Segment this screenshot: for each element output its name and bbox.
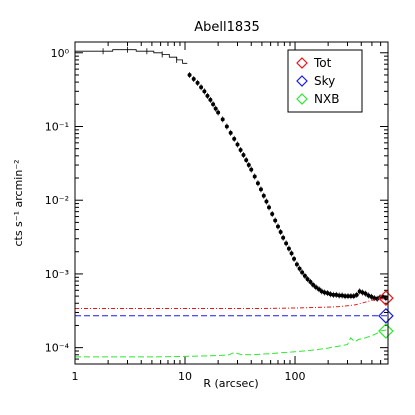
- data-point: [191, 77, 196, 82]
- data-point: [348, 294, 353, 299]
- x-tick-label: 1: [72, 370, 79, 383]
- data-point: [235, 142, 240, 147]
- data-point: [337, 293, 342, 298]
- data-point: [275, 224, 280, 229]
- series-line-nxb: [75, 329, 389, 358]
- data-point: [267, 205, 272, 210]
- data-point: [343, 294, 348, 299]
- data-point: [232, 136, 237, 141]
- axis-ticks: 1 10 100 10⁰ 10⁻¹ 10⁻² 10⁻³ 10⁻⁴: [45, 42, 389, 383]
- data-point: [331, 292, 336, 297]
- y-tick-label: 10⁻¹: [45, 120, 69, 133]
- y-tick-label: 10⁻³: [45, 268, 69, 281]
- data-point: [270, 212, 275, 217]
- x-tick-label: 100: [285, 370, 306, 383]
- data-point: [241, 153, 246, 158]
- data-point: [322, 290, 327, 295]
- data-point: [300, 270, 305, 275]
- data-point: [264, 199, 269, 204]
- legend-label-nxb: NXB: [314, 92, 339, 106]
- data-point: [195, 80, 200, 85]
- data-point: [305, 277, 310, 282]
- data-point: [311, 282, 316, 287]
- data-point: [354, 292, 359, 297]
- data-point: [187, 72, 192, 77]
- data-point: [297, 266, 302, 271]
- y-axis-label: cts s⁻¹ arcmin⁻²: [12, 159, 25, 246]
- data-point: [255, 181, 260, 186]
- histogram-step-line: [75, 49, 188, 64]
- data-point: [238, 147, 243, 152]
- end-marker-tot: [378, 290, 394, 306]
- data-point: [244, 158, 249, 163]
- data-point: [292, 256, 297, 261]
- data-point: [224, 124, 229, 129]
- data-point: [199, 85, 204, 90]
- data-point: [208, 97, 213, 102]
- series-line-tot: [75, 297, 388, 309]
- data-point: [302, 273, 307, 278]
- end-marker-nxb: [378, 323, 394, 339]
- data-point: [202, 89, 207, 94]
- x-tick-label: 10: [178, 370, 192, 383]
- data-point: [205, 93, 210, 98]
- data-point: [286, 246, 291, 251]
- data-point: [273, 218, 278, 223]
- legend-marker-sky: [296, 75, 308, 87]
- plot-frame: [74, 41, 389, 365]
- data-point: [278, 230, 283, 235]
- data-point: [258, 187, 263, 192]
- data-point: [345, 294, 350, 299]
- data-point: [261, 193, 266, 198]
- data-point: [220, 117, 225, 122]
- legend-marker-nxb: [296, 93, 308, 105]
- legend-marker-tot: [296, 57, 308, 69]
- y-tick-label: 10⁻²: [45, 194, 69, 207]
- x-axis-label: R (arcsec): [203, 377, 258, 390]
- data-point: [228, 130, 233, 135]
- data-point: [213, 106, 218, 111]
- data-point: [313, 285, 318, 290]
- data-point: [316, 287, 321, 292]
- end-marker-sky: [378, 307, 394, 324]
- data-point: [211, 102, 216, 107]
- y-tick-label: 10⁰: [51, 47, 70, 60]
- chart-title: Abell1835: [194, 20, 259, 35]
- legend-label-sky: Sky: [314, 74, 335, 88]
- legend-label-tot: Tot: [313, 56, 332, 70]
- data-point: [363, 291, 368, 296]
- data-point: [246, 163, 251, 168]
- data-point: [249, 167, 254, 172]
- data-point: [216, 110, 221, 115]
- data-point: [294, 262, 299, 267]
- data-point: [289, 251, 294, 256]
- data-point: [383, 296, 388, 301]
- data-point: [252, 174, 257, 179]
- legend: Tot Sky NXB: [287, 49, 363, 113]
- y-tick-label: 10⁻⁴: [45, 342, 70, 355]
- data-point: [308, 279, 313, 284]
- data-point: [284, 241, 289, 246]
- data-point: [281, 235, 286, 240]
- data-marks: [75, 46, 394, 358]
